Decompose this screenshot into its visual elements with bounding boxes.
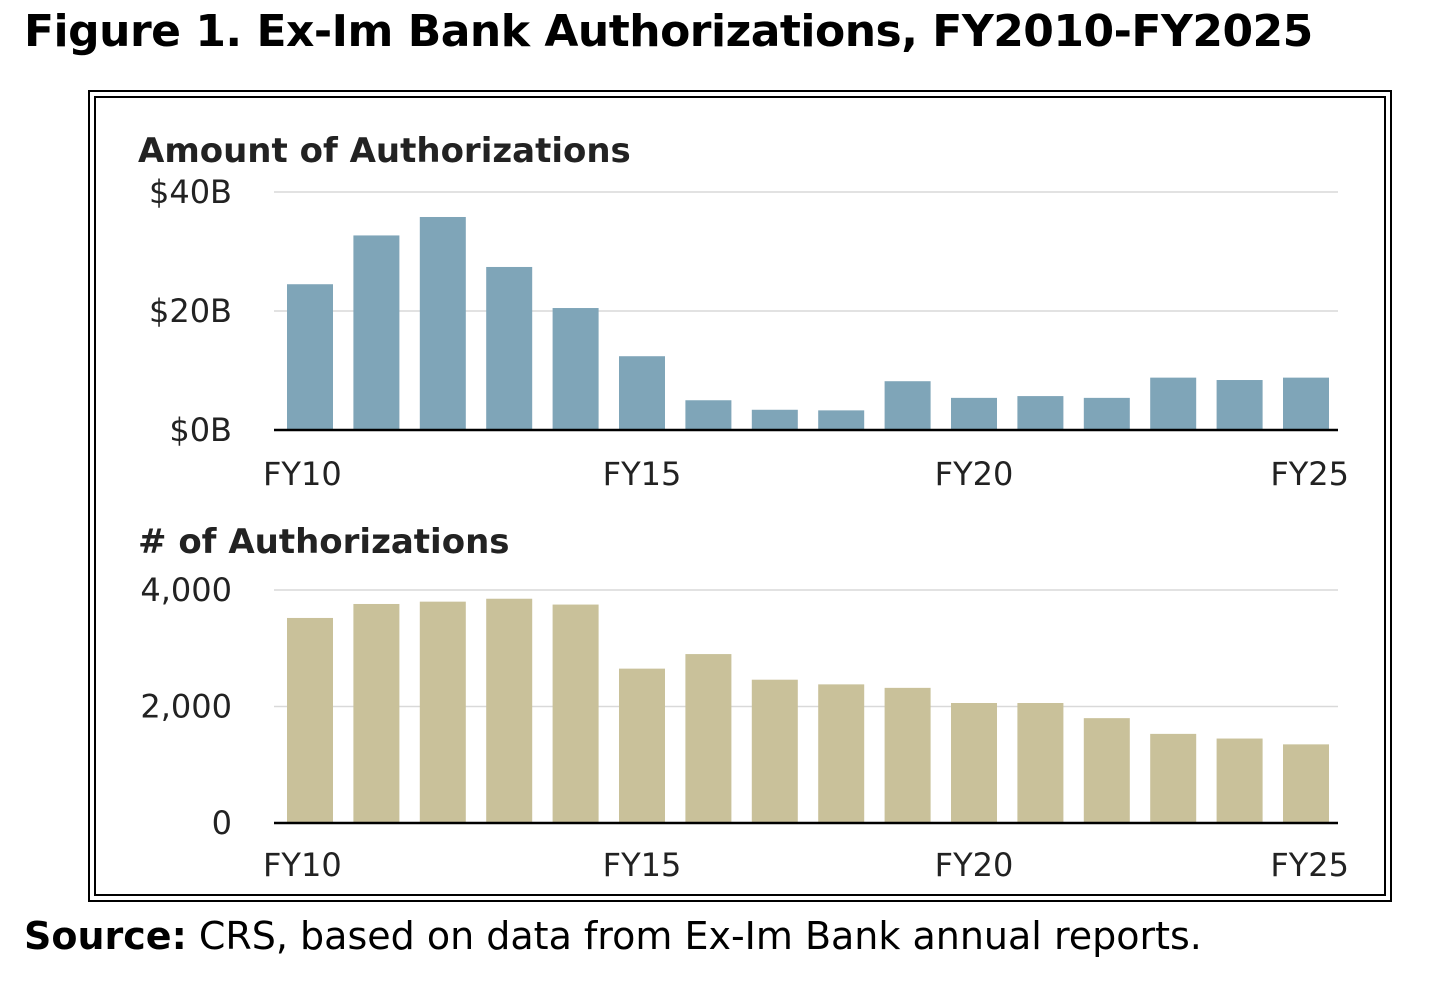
count-bar-fy11 — [353, 603, 400, 823]
count-bar-fy10 — [287, 617, 333, 823]
amount-y-tick-label: $40B — [149, 173, 232, 211]
amount-y-tick-label: $0B — [169, 411, 232, 449]
amount-chart-title: Amount of Authorizations — [138, 131, 631, 171]
count-bar-fy15 — [619, 668, 665, 823]
amount-x-tick-label: FY20 — [935, 455, 1014, 493]
amount-x-tick-label: FY15 — [603, 455, 682, 493]
chart-frame-inner — [94, 96, 1386, 896]
amount-bar-fy14 — [552, 308, 599, 430]
amount-bar-fy16 — [685, 400, 732, 430]
count-x-tick-label: FY25 — [1270, 846, 1349, 884]
count-y-tick-label: 2,000 — [140, 688, 232, 726]
amount-bar-fy11 — [353, 235, 400, 430]
count-bar-fy14 — [552, 604, 599, 823]
count-bar-fy25 — [1283, 744, 1329, 823]
count-bar-fy23 — [1150, 733, 1197, 823]
amount-bar-fy17 — [751, 409, 798, 430]
amount-bar-fy12 — [419, 216, 466, 430]
amount-bar-fy13 — [486, 266, 533, 430]
count-bar-fy20 — [951, 703, 997, 823]
count-x-tick-label: FY10 — [263, 846, 342, 884]
count-bar-fy13 — [486, 598, 533, 823]
source-label: Source: — [24, 914, 187, 958]
count-x-tick-label: FY20 — [935, 846, 1014, 884]
count-chart: # of Authorizations 0 2,000 4,000 FY10 FY15 F… — [138, 522, 1349, 884]
amount-bar-fy22 — [1083, 397, 1130, 430]
count-bar-fy19 — [884, 687, 931, 823]
amount-bar-fy21 — [1017, 396, 1064, 430]
amount-bar-fy24 — [1216, 380, 1263, 430]
count-chart-title: # of Authorizations — [138, 522, 510, 562]
source-text: CRS, based on data from Ex-Im Bank annua… — [186, 914, 1202, 958]
count-bar-fy21 — [1017, 703, 1064, 823]
count-bar-fy12 — [419, 601, 466, 823]
amount-bar-fy18 — [818, 410, 865, 430]
amount-bar-fy25 — [1283, 377, 1329, 430]
count-bar-fy22 — [1083, 718, 1130, 823]
count-bar-fy16 — [685, 654, 732, 823]
count-x-tick-label: FY15 — [603, 846, 682, 884]
amount-x-tick-label: FY10 — [263, 455, 342, 493]
amount-bar-fy15 — [619, 356, 665, 430]
amount-x-tick-label: FY25 — [1270, 455, 1349, 493]
count-bar-fy18 — [818, 684, 865, 823]
amount-y-tick-label: $20B — [149, 292, 232, 330]
count-bar-fy24 — [1216, 738, 1263, 823]
count-y-tick-label: 4,000 — [140, 571, 232, 609]
amount-bar-fy10 — [287, 284, 333, 430]
chart-frame-outer — [88, 90, 1392, 902]
count-bar-fy17 — [751, 679, 798, 823]
amount-bar-fy19 — [884, 381, 931, 430]
amount-chart: Amount of Authorizations $0B $20B $40B FY10… — [138, 131, 1349, 493]
source-note: Source: CRS, based on data from Ex-Im Ba… — [24, 914, 1444, 958]
count-y-tick-label: 0 — [212, 804, 232, 842]
amount-bar-fy20 — [951, 397, 997, 430]
figure-title: Figure 1. Ex-Im Bank Authorizations, FY2… — [24, 6, 1313, 57]
amount-bar-fy23 — [1150, 377, 1197, 430]
